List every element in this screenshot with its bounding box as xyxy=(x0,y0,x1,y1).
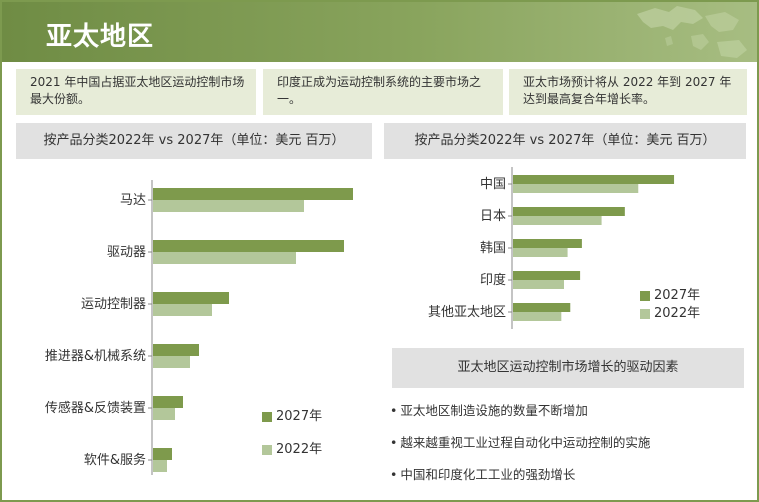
page-title: 亚太地区 xyxy=(46,22,155,52)
bar-2027 xyxy=(153,396,183,408)
bar-2022 xyxy=(153,408,175,420)
legend-label-2027: 2027年 xyxy=(654,288,701,303)
bar-2022 xyxy=(153,304,212,316)
bar-2022 xyxy=(513,216,602,225)
bar-2022 xyxy=(513,312,562,321)
header-banner: 亚太地区 xyxy=(2,2,757,62)
drivers-list: 亚太地区制造设施的数量不断增加 越来越重视工业过程自动化中运动控制的实施 中国和… xyxy=(390,398,650,494)
driver-item: 中国和印度化工工业的强劲增长 xyxy=(390,462,650,494)
legend-swatch-2022 xyxy=(640,309,650,319)
driver-item: 越来越重视工业过程自动化中运动控制的实施 xyxy=(390,430,650,462)
legend-swatch-2022 xyxy=(262,445,272,455)
chart-title-regions: 按产品分类2022年 vs 2027年（单位：美元 百万） xyxy=(384,123,746,159)
legend-swatch-2027 xyxy=(640,291,650,301)
legend-label-2022: 2022年 xyxy=(276,442,323,457)
bar-2027 xyxy=(513,175,675,184)
category-label: 中国 xyxy=(480,177,506,192)
category-label: 印度 xyxy=(480,272,506,288)
bar-2022 xyxy=(153,200,304,212)
category-label: 软件&服务 xyxy=(84,452,146,468)
category-label: 其他亚太地区 xyxy=(428,305,506,320)
fact-box-cagr: 亚太市场预计将从 2022 年到 2027 年达到最高复合年增长率。 xyxy=(509,69,747,115)
bar-2022 xyxy=(153,356,190,368)
category-label: 传感器&反馈装置 xyxy=(45,400,146,416)
bar-2027 xyxy=(153,188,353,200)
legend-swatch-2027 xyxy=(262,412,272,422)
driver-item: 亚太地区制造设施的数量不断增加 xyxy=(390,398,650,430)
category-label: 运动控制器 xyxy=(81,297,146,312)
bar-2027 xyxy=(153,292,229,304)
bar-2022 xyxy=(513,184,639,193)
legend-label-2022: 2022年 xyxy=(654,306,701,321)
world-map-icon xyxy=(637,6,747,58)
category-label: 推进器&机械系统 xyxy=(45,349,146,364)
bar-2027 xyxy=(153,240,344,252)
bar-2027 xyxy=(513,207,625,216)
bar-2022 xyxy=(513,248,568,257)
fact-box-india: 印度正成为运动控制系统的主要市场之一。 xyxy=(263,69,503,115)
bar-2022 xyxy=(153,252,296,264)
category-label: 日本 xyxy=(480,209,506,224)
bar-2022 xyxy=(513,280,564,289)
category-label: 驱动器 xyxy=(107,245,146,260)
drivers-title: 亚太地区运动控制市场增长的驱动因素 xyxy=(392,348,744,388)
bar-2027 xyxy=(153,344,199,356)
category-label: 韩国 xyxy=(480,241,506,256)
fact-box-china: 2021 年中国占据亚太地区运动控制市场最大份额。 xyxy=(16,69,256,115)
bar-2027 xyxy=(153,448,172,460)
bar-2027 xyxy=(513,239,582,248)
bar-2027 xyxy=(513,303,571,312)
category-label: 马达 xyxy=(120,193,146,208)
bar-2027 xyxy=(513,271,581,280)
legend-label-2027: 2027年 xyxy=(276,409,323,424)
chart-title-products: 按产品分类2022年 vs 2027年（单位：美元 百万） xyxy=(16,123,372,159)
bar-2022 xyxy=(153,460,167,472)
